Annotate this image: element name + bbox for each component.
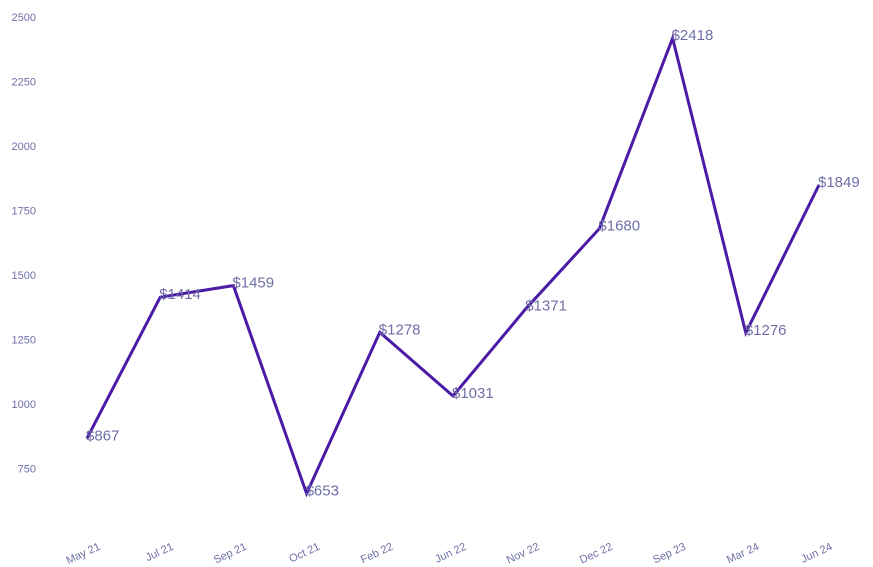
x-tick-label: Jun 24 <box>799 541 834 566</box>
data-label: $867 <box>86 427 119 444</box>
data-label: $653 <box>306 483 339 500</box>
data-label: $1276 <box>745 322 787 339</box>
data-labels: $867 $1414 $1459 $653 $1278 $1031 $1371 $1680 $2… <box>86 27 860 499</box>
x-tick-label: Dec 22 <box>578 541 615 567</box>
data-label: $1278 <box>379 321 421 338</box>
x-tick-label: Jul 21 <box>144 541 176 564</box>
y-tick-label: 2250 <box>12 77 36 89</box>
data-label: $1849 <box>818 174 860 191</box>
data-label: $2418 <box>672 27 714 44</box>
y-tick-label: 750 <box>18 464 36 476</box>
data-label: $1459 <box>232 275 274 292</box>
y-tick-label: 1750 <box>12 206 36 218</box>
series-line <box>85 33 821 498</box>
x-tick-label: Feb 22 <box>359 541 395 566</box>
data-label: $1414 <box>159 286 201 303</box>
y-axis: 750 1000 1250 1500 1750 2000 2250 2500 <box>12 12 36 476</box>
y-tick-label: 2000 <box>12 141 36 153</box>
data-label: $1371 <box>525 297 567 314</box>
x-tick-label: Nov 22 <box>505 541 542 567</box>
data-label: $1031 <box>452 385 494 402</box>
x-tick-label: May 21 <box>64 541 102 567</box>
y-tick-label: 2500 <box>12 12 36 24</box>
x-axis: May 21 Jul 21 Sep 21 Oct 21 Feb 22 Jun 22 Nov … <box>64 541 834 567</box>
y-tick-label: 1250 <box>12 335 36 347</box>
x-tick-label: Jun 22 <box>433 541 468 566</box>
x-tick-label: Sep 23 <box>651 541 688 567</box>
x-tick-label: Mar 24 <box>725 541 761 566</box>
x-tick-label: Sep 21 <box>212 541 249 567</box>
data-label: $1680 <box>598 218 640 235</box>
x-tick-label: Oct 21 <box>287 541 321 566</box>
y-tick-label: 1000 <box>12 399 36 411</box>
y-tick-label: 1500 <box>12 270 36 282</box>
